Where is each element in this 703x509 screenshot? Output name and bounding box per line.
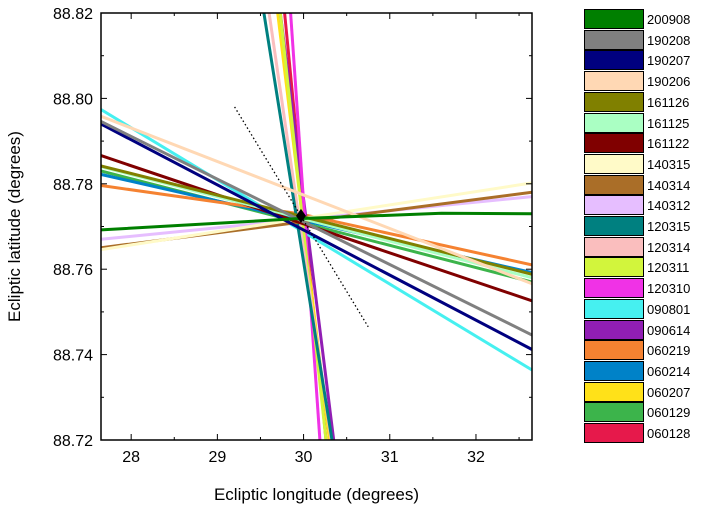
legend-swatch	[584, 195, 644, 216]
legend-label: 120314	[647, 239, 691, 255]
legend-label: 161126	[647, 94, 690, 110]
y-tick-label: 88.72	[53, 433, 93, 450]
legend-item-190207: 190207	[584, 50, 700, 71]
ticks-group: 28 29 30 31 32 88.72 88.74 88.76 88.78 88.80 88.82	[53, 6, 532, 466]
legend-item-060219: 060219	[584, 340, 700, 361]
legend-item-090614: 090614	[584, 319, 700, 341]
legend-swatch	[584, 402, 644, 423]
legend-label: 120315	[647, 219, 691, 234]
legend-label: 060207	[647, 384, 691, 400]
y-tick-label: 88.74	[53, 348, 93, 365]
legend-item-140314: 140314	[584, 174, 700, 196]
legend-swatch	[584, 153, 644, 174]
y-tick-label: 88.80	[53, 91, 93, 108]
legend-swatch	[584, 423, 644, 443]
legend-label: 060214	[647, 363, 691, 379]
legend-swatch	[584, 174, 644, 195]
legend-swatch	[584, 298, 644, 319]
legend-item-190208: 190208	[584, 29, 700, 51]
legend-label: 200908	[647, 12, 691, 27]
legend-label: 090801	[647, 301, 691, 317]
series-line-190208	[101, 120, 532, 337]
legend-item-090801: 090801	[584, 298, 700, 320]
legend-item-120311: 120311	[584, 257, 700, 278]
legend-item-140312: 140312	[584, 195, 700, 216]
series-line-190207	[101, 122, 532, 351]
legend-label: 060129	[647, 405, 691, 421]
legend-label: 190207	[647, 53, 691, 69]
y-axis-label: Ecliptic latitude (degrees)	[5, 131, 24, 322]
legend-item-060129: 060129	[584, 402, 700, 423]
legend-label: 090614	[647, 322, 691, 338]
x-tick-label: 31	[381, 449, 399, 466]
legend-swatch	[584, 381, 644, 402]
legend-label: 120311	[647, 260, 690, 276]
series-line-120310	[289, 13, 322, 440]
legend-item-200908: 200908	[584, 9, 700, 30]
legend-swatch	[584, 340, 644, 361]
legend-label: 140315	[647, 156, 691, 172]
x-tick-label: 29	[208, 449, 226, 466]
reference-group	[234, 106, 369, 328]
legend-swatch	[584, 319, 644, 340]
legend-swatch	[584, 112, 644, 133]
legend-label: 190208	[647, 32, 691, 48]
legend-item-161125: 161125	[584, 112, 700, 134]
series-line-090801	[101, 108, 532, 372]
legend-swatch	[584, 91, 644, 112]
x-tick-label: 28	[122, 449, 140, 466]
y-tick-label: 88.82	[53, 6, 93, 23]
legend-swatch	[584, 257, 644, 278]
y-tick-label: 88.78	[53, 177, 93, 194]
legend-item-120314: 120314	[584, 236, 700, 258]
legend-swatch	[584, 71, 644, 92]
legend-swatch	[584, 9, 644, 29]
y-tick-label: 88.76	[53, 262, 93, 279]
legend-swatch	[584, 216, 644, 236]
legend-swatch	[584, 133, 644, 154]
intersection-point	[295, 208, 306, 223]
x-tick-label: 32	[467, 449, 485, 466]
legend-label: 161122	[647, 136, 690, 152]
legend-item-060207: 060207	[584, 381, 700, 403]
legend-swatch	[584, 236, 644, 257]
legend-item-161122: 161122	[584, 133, 700, 154]
legend-label: 060128	[647, 426, 691, 441]
legend-label: 140314	[647, 177, 691, 193]
legend-item-060128: 060128	[584, 423, 700, 444]
legend-label: 190206	[647, 74, 691, 90]
legend-item-060214: 060214	[584, 360, 700, 382]
series-line-120311	[278, 13, 328, 440]
series-line-200908	[101, 211, 532, 232]
legend-swatch	[584, 50, 644, 71]
legend-item-140315: 140315	[584, 153, 700, 175]
x-tick-label: 30	[295, 449, 313, 466]
legend-item-120310: 120310	[584, 278, 700, 299]
legend-label: 140312	[647, 198, 691, 214]
series-group	[101, 13, 532, 440]
legend-swatch	[584, 29, 644, 50]
legend-item-190206: 190206	[584, 71, 700, 92]
legend-label: 060219	[647, 343, 691, 359]
series-line-190206	[101, 114, 532, 286]
legend-item-161126: 161126	[584, 91, 700, 113]
x-axis-label: Ecliptic longitude (degrees)	[214, 485, 419, 504]
legend-swatch	[584, 360, 644, 381]
legend-swatch	[584, 278, 644, 299]
legend-label: 120310	[647, 281, 691, 297]
legend-label: 161125	[647, 115, 690, 131]
legend: 200908 190208 190207 190206 161126 161125 1611…	[584, 9, 700, 445]
series-line-140315	[101, 181, 532, 252]
legend-item-120315: 120315	[584, 216, 700, 237]
